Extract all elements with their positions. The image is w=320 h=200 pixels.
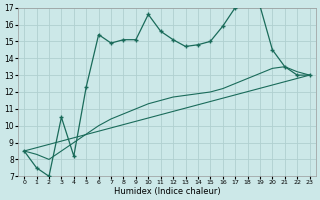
X-axis label: Humidex (Indice chaleur): Humidex (Indice chaleur) [114,187,220,196]
